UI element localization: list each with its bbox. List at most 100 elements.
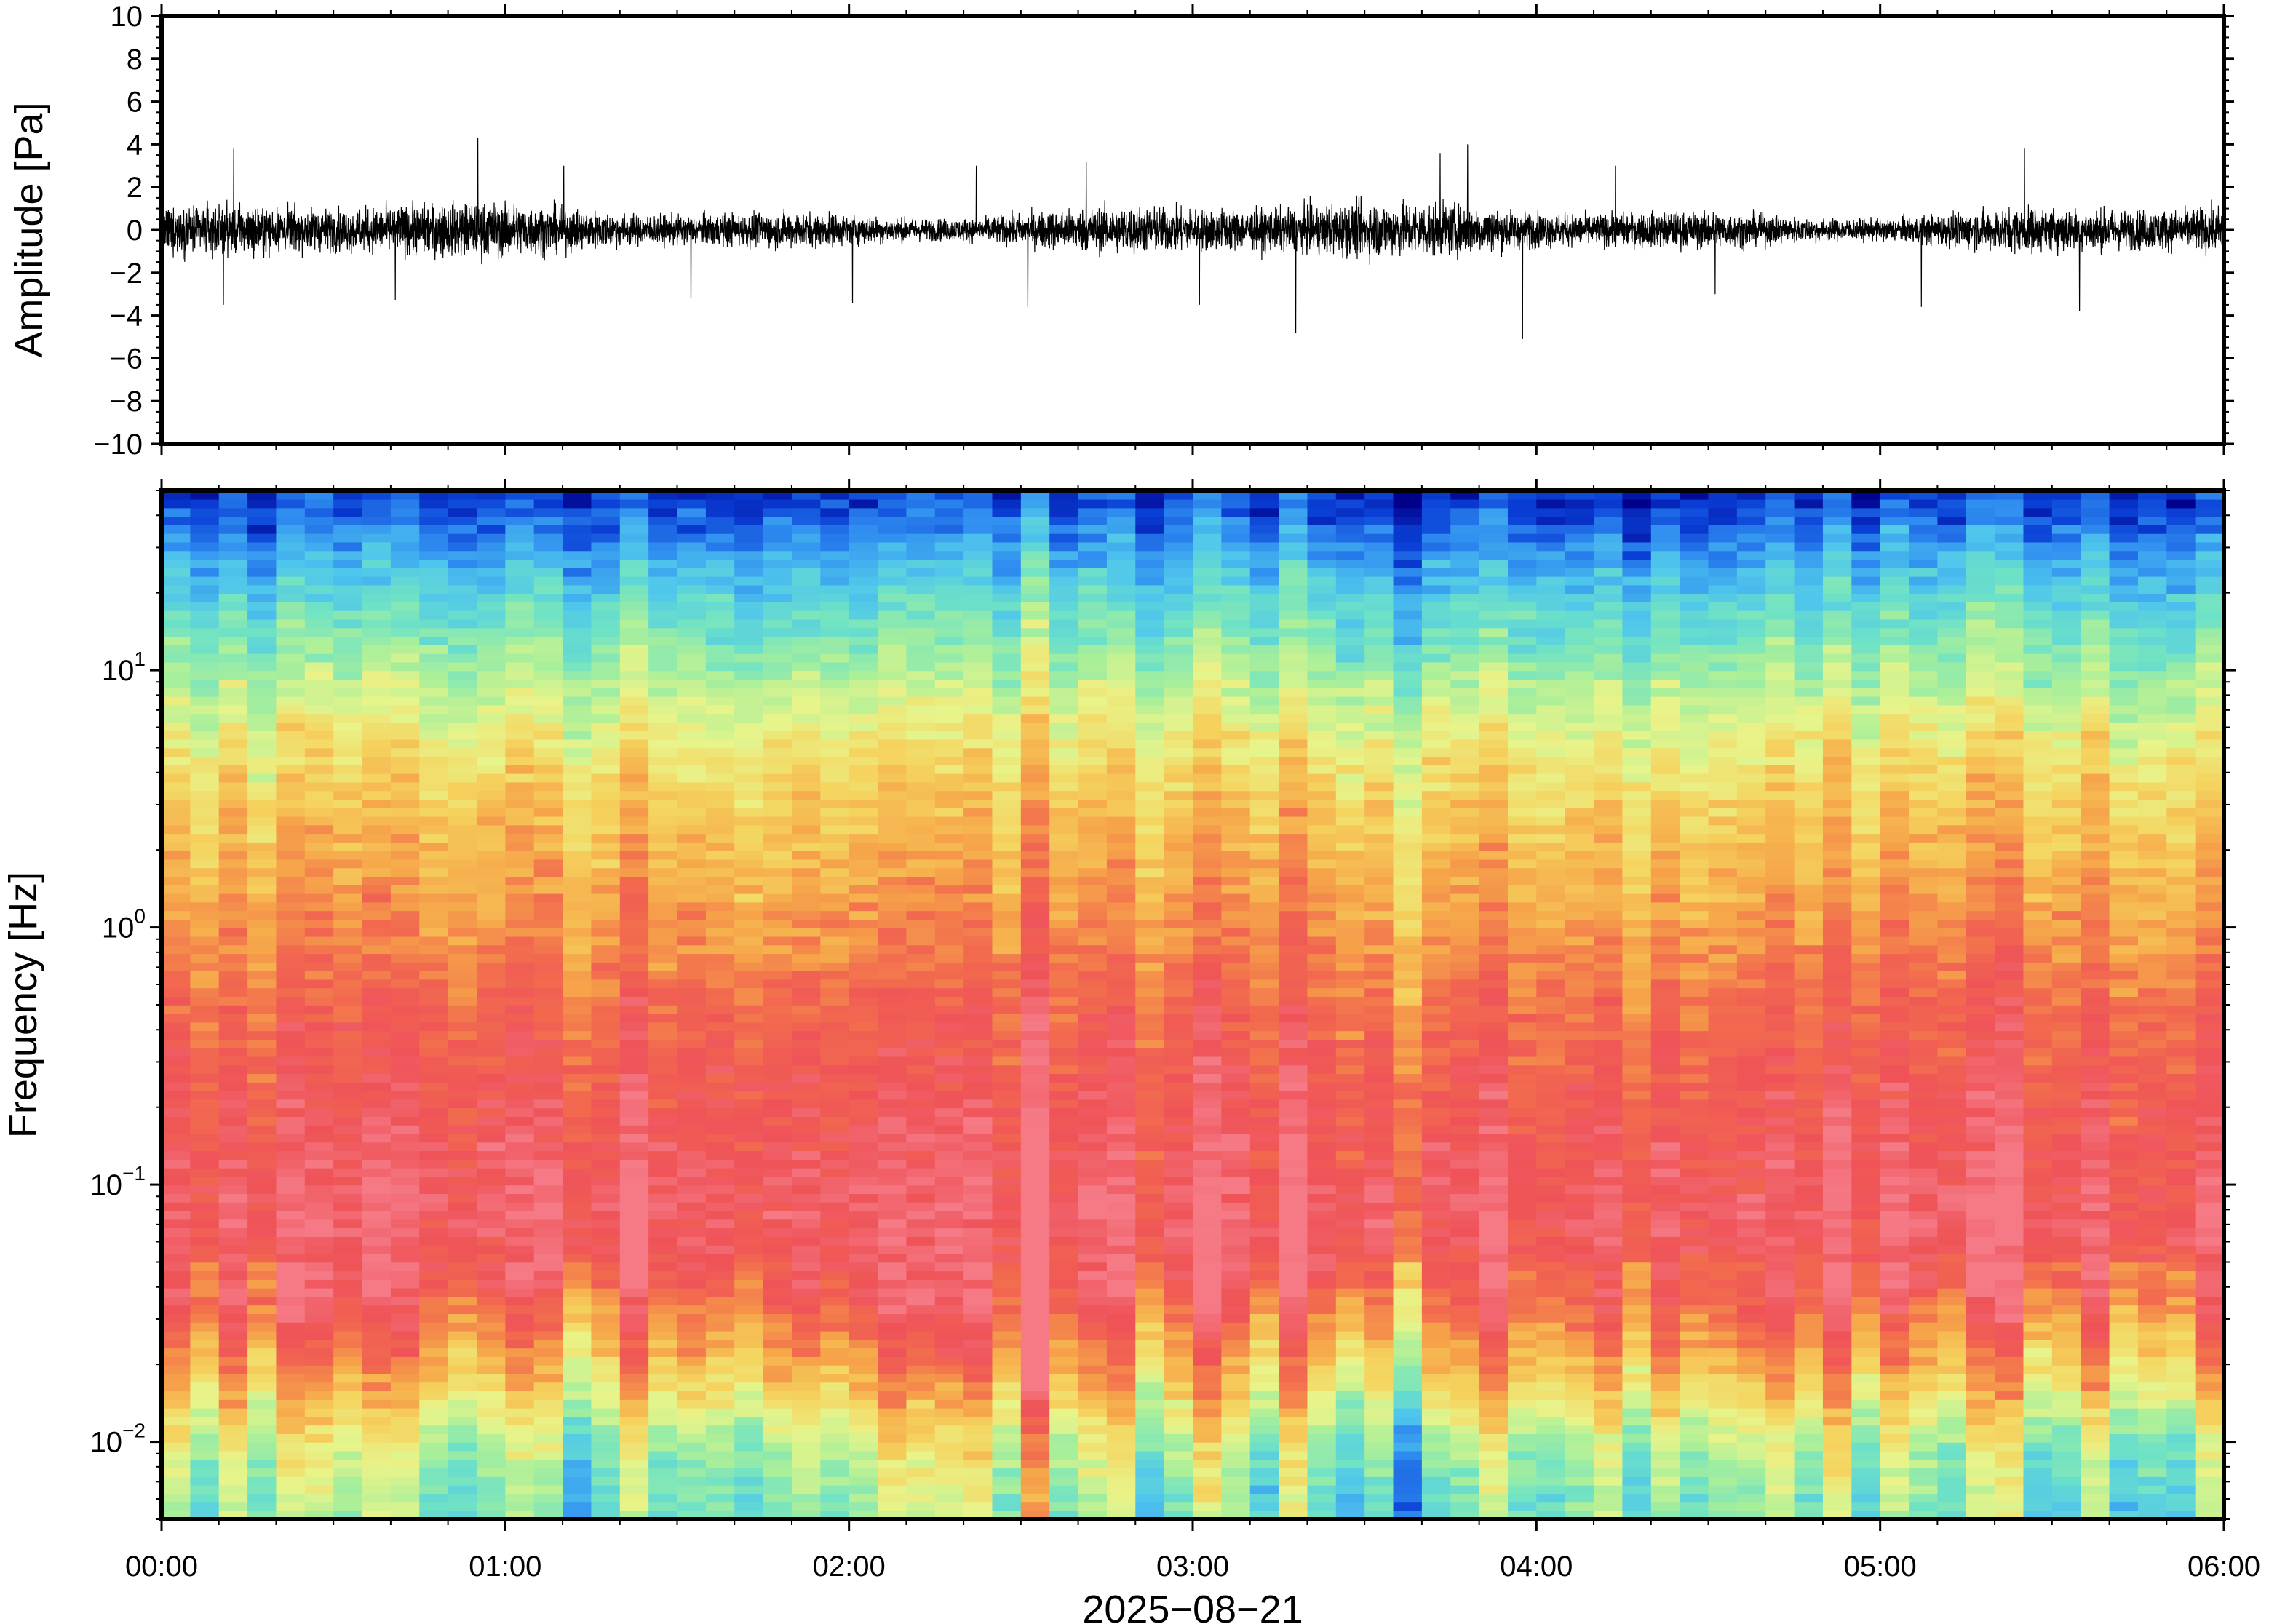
spectrogram-cell	[1421, 1390, 1452, 1400]
spectrogram-cell	[476, 1373, 506, 1383]
spectrogram-cell	[533, 1022, 563, 1032]
spectrogram-cell	[1078, 1202, 1108, 1211]
spectrogram-cell	[677, 1330, 707, 1340]
spectrogram-cell	[1851, 1039, 1881, 1048]
spectrogram-cell	[1565, 1348, 1594, 1357]
spectrogram-cell	[705, 1416, 736, 1426]
spectrogram-cell	[1536, 1502, 1566, 1512]
spectrogram-cell	[677, 1407, 707, 1417]
spectrogram-cell	[1450, 970, 1480, 980]
spectrogram-cell	[2195, 1459, 2225, 1469]
spectrogram-cell	[1736, 1159, 1767, 1169]
spectrogram-cell	[820, 1090, 850, 1100]
spectrogram-cell	[2109, 1090, 2139, 1100]
spectrogram-cell	[1020, 1502, 1050, 1512]
spectrogram-cell	[1995, 1116, 2024, 1126]
spectrogram-cell	[563, 996, 592, 1006]
spectrogram-cell	[849, 953, 878, 963]
spectrogram-cell	[1880, 1348, 1910, 1357]
spectrogram-cell	[1193, 944, 1223, 955]
spectrogram-cell	[362, 1090, 392, 1100]
spectrogram-cell	[1221, 1339, 1251, 1349]
spectrogram-cell	[734, 1133, 764, 1143]
spectrogram-cell	[2081, 1450, 2110, 1460]
spectrogram-cell	[2195, 1287, 2225, 1297]
spectrogram-cell	[1909, 944, 1939, 955]
spectrogram-cell	[1364, 1013, 1394, 1023]
spectrogram-cell	[1279, 970, 1308, 980]
spectrogram-cell	[934, 944, 964, 955]
spectrogram-cell	[2051, 1407, 2081, 1417]
spectrogram-cell	[1020, 1382, 1050, 1392]
spectrogram-cell	[448, 1022, 477, 1032]
spectrogram-cell	[1135, 1330, 1165, 1340]
spectrogram-cell	[2166, 1390, 2196, 1400]
spectrogram-cell	[2081, 1005, 2110, 1014]
spectrogram-cell	[190, 1493, 220, 1503]
spectrogram-cell	[648, 1236, 678, 1246]
spectrogram-cell	[1736, 1390, 1767, 1400]
spectrogram-cell	[619, 1236, 649, 1246]
spectrogram-cell	[2166, 1236, 2196, 1246]
spectrogram-cell	[1393, 1339, 1423, 1349]
spectrogram-cell	[390, 1433, 421, 1443]
spectrogram-cell	[1880, 1236, 1910, 1246]
spectrogram-cell	[1880, 1287, 1910, 1297]
spectrogram-cell	[1421, 1159, 1452, 1169]
spectrogram-cell	[1565, 1013, 1594, 1023]
spectrogram-cell	[1966, 1056, 1995, 1066]
spectrogram-cell	[677, 1296, 707, 1306]
spectrogram-cell	[162, 1022, 191, 1032]
spectrogram-cell	[1794, 1356, 1824, 1366]
spectrogram-cell	[705, 1484, 736, 1494]
spectrogram-cell	[247, 1287, 277, 1297]
spectrogram-cell	[849, 1227, 878, 1237]
spectrogram-cell	[190, 1305, 220, 1314]
spectrogram-cell	[791, 1425, 822, 1434]
spectrogram-cell	[1594, 1425, 1624, 1434]
spectrogram-cell	[1794, 1133, 1824, 1143]
spectrogram-cell	[1708, 1296, 1738, 1306]
spectrogram-cell	[963, 1493, 993, 1503]
spectrogram-cell	[2195, 953, 2225, 963]
spectrogram-cell	[505, 1476, 535, 1486]
spectrogram-cell	[1822, 979, 1853, 989]
spectrogram-cell	[1221, 1433, 1251, 1443]
spectrogram-cell	[1164, 1090, 1193, 1100]
spectrogram-cell	[791, 1227, 822, 1237]
spectrogram-cell	[1049, 1296, 1079, 1306]
spectrogram-cell	[1193, 1321, 1223, 1332]
spectrogram-cell	[992, 1348, 1022, 1357]
spectrogram-cell	[1594, 1064, 1624, 1075]
spectrogram-cell	[1450, 1142, 1480, 1152]
spectrogram-cell	[1049, 1142, 1079, 1152]
spectrogram-cell	[476, 1441, 506, 1452]
spectrogram-cell	[276, 1124, 306, 1134]
spectrogram-cell	[304, 1502, 334, 1512]
spectrogram-cell	[1680, 1330, 1709, 1340]
spectrogram-cell	[563, 1441, 592, 1452]
spectrogram-cell	[333, 970, 363, 980]
spectrogram-cell	[476, 1270, 506, 1280]
spectrogram-cell	[849, 1450, 878, 1460]
spectrogram-cell	[1909, 1373, 1939, 1383]
spectrogram-cell	[1193, 1382, 1223, 1392]
spectrogram-cell	[705, 1116, 736, 1126]
spectrogram-cell	[2023, 1407, 2053, 1417]
spectrogram-cell	[1307, 1082, 1337, 1091]
spectrogram-cell	[1020, 1210, 1050, 1220]
spectrogram-cell	[1193, 1468, 1223, 1477]
spectrogram-cell	[1736, 1064, 1767, 1075]
spectrogram-cell	[1106, 1382, 1137, 1392]
spectrogram-cell	[791, 1493, 822, 1503]
spectrogram-cell	[1078, 953, 1108, 963]
spectrogram-cell	[1135, 1416, 1165, 1426]
spectrogram-cell	[1909, 1339, 1939, 1349]
spectrogram-cell	[1193, 1185, 1223, 1195]
spectrogram-cell	[2109, 1022, 2139, 1032]
spectrogram-cell	[1650, 1348, 1680, 1357]
spectrogram-cell	[276, 1090, 306, 1100]
spectrogram-cell	[2109, 979, 2139, 989]
spectrogram-cell	[820, 979, 850, 989]
spectrogram-cell	[1249, 1399, 1279, 1409]
